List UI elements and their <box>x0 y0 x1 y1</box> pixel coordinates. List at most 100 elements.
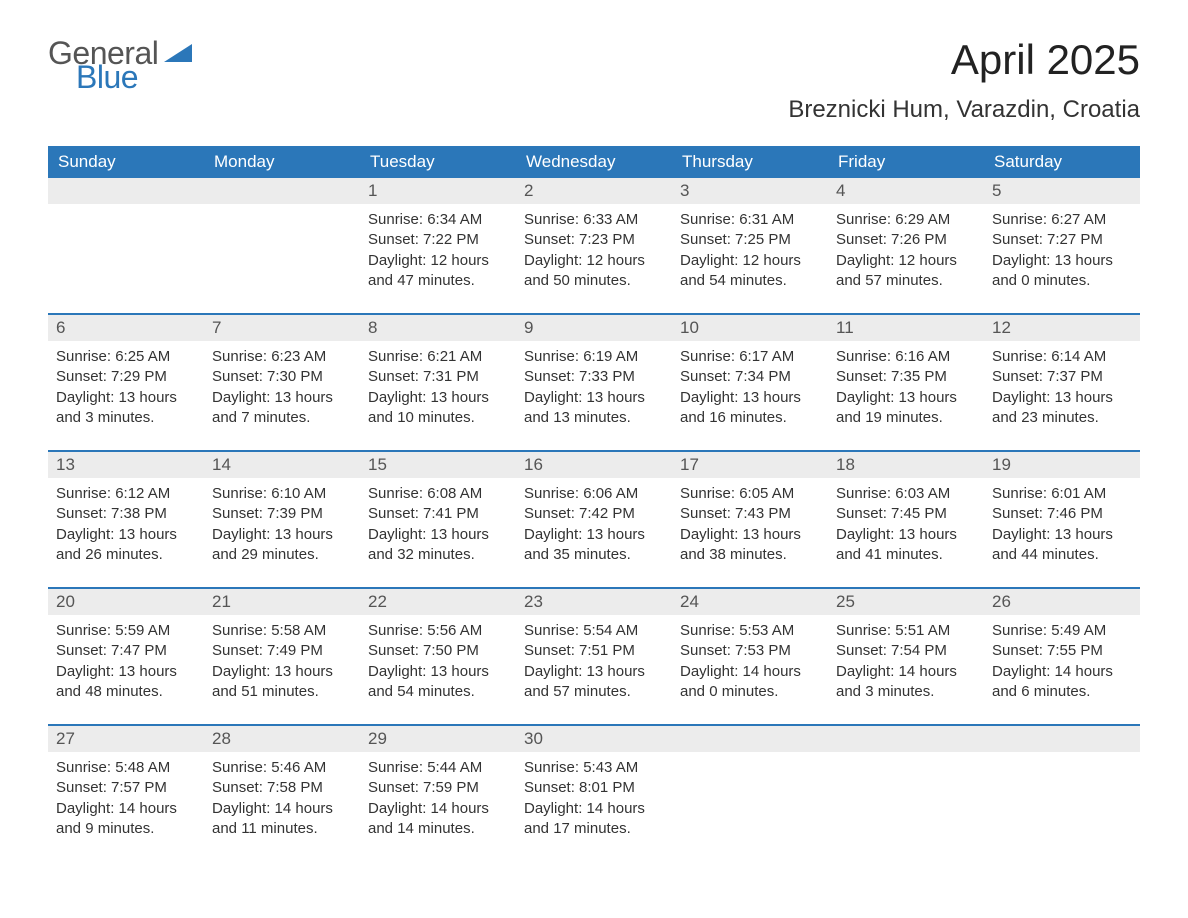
daylight-text: Daylight: 13 hours and 35 minutes. <box>524 525 664 566</box>
daylight-text: Daylight: 13 hours and 38 minutes. <box>680 525 820 566</box>
daylight-text: Daylight: 13 hours and 44 minutes. <box>992 525 1132 566</box>
day-number: 28 <box>204 725 360 752</box>
day-detail: Sunrise: 6:33 AMSunset: 7:23 PMDaylight:… <box>516 204 672 314</box>
sunrise-text: Sunrise: 5:56 AM <box>368 621 508 641</box>
day-number: 16 <box>516 451 672 478</box>
day-detail: Sunrise: 6:19 AMSunset: 7:33 PMDaylight:… <box>516 341 672 451</box>
week-daynum-row: 12345 <box>48 178 1140 204</box>
day-detail: Sunrise: 6:06 AMSunset: 7:42 PMDaylight:… <box>516 478 672 588</box>
sunset-text: Sunset: 7:33 PM <box>524 367 664 387</box>
day-number: 3 <box>672 178 828 204</box>
day-detail: Sunrise: 6:17 AMSunset: 7:34 PMDaylight:… <box>672 341 828 451</box>
day-header: Saturday <box>984 146 1140 178</box>
day-detail: Sunrise: 5:54 AMSunset: 7:51 PMDaylight:… <box>516 615 672 725</box>
day-number: 22 <box>360 588 516 615</box>
sunrise-text: Sunrise: 6:12 AM <box>56 484 196 504</box>
day-number: 18 <box>828 451 984 478</box>
sunset-text: Sunset: 7:50 PM <box>368 641 508 661</box>
day-number: 30 <box>516 725 672 752</box>
day-detail: Sunrise: 5:49 AMSunset: 7:55 PMDaylight:… <box>984 615 1140 725</box>
daylight-text: Daylight: 12 hours and 57 minutes. <box>836 251 976 292</box>
week-daynum-row: 6789101112 <box>48 314 1140 341</box>
week-detail-row: Sunrise: 6:34 AMSunset: 7:22 PMDaylight:… <box>48 204 1140 314</box>
daylight-text: Daylight: 13 hours and 19 minutes. <box>836 388 976 429</box>
daylight-text: Daylight: 14 hours and 3 minutes. <box>836 662 976 703</box>
week-detail-row: Sunrise: 5:59 AMSunset: 7:47 PMDaylight:… <box>48 615 1140 725</box>
location: Breznicki Hum, Varazdin, Croatia <box>788 96 1140 124</box>
daylight-text: Daylight: 14 hours and 9 minutes. <box>56 799 196 840</box>
day-number: 6 <box>48 314 204 341</box>
day-detail: Sunrise: 6:34 AMSunset: 7:22 PMDaylight:… <box>360 204 516 314</box>
day-detail <box>48 204 204 314</box>
day-detail: Sunrise: 5:56 AMSunset: 7:50 PMDaylight:… <box>360 615 516 725</box>
daylight-text: Daylight: 12 hours and 47 minutes. <box>368 251 508 292</box>
sunset-text: Sunset: 7:58 PM <box>212 778 352 798</box>
day-detail <box>828 752 984 860</box>
day-detail: Sunrise: 6:03 AMSunset: 7:45 PMDaylight:… <box>828 478 984 588</box>
week-detail-row: Sunrise: 6:25 AMSunset: 7:29 PMDaylight:… <box>48 341 1140 451</box>
day-number: 11 <box>828 314 984 341</box>
daylight-text: Daylight: 13 hours and 23 minutes. <box>992 388 1132 429</box>
day-detail: Sunrise: 6:23 AMSunset: 7:30 PMDaylight:… <box>204 341 360 451</box>
title-block: April 2025 Breznicki Hum, Varazdin, Croa… <box>788 38 1140 124</box>
sunset-text: Sunset: 7:37 PM <box>992 367 1132 387</box>
day-header: Tuesday <box>360 146 516 178</box>
day-header: Sunday <box>48 146 204 178</box>
sunrise-text: Sunrise: 5:53 AM <box>680 621 820 641</box>
sunset-text: Sunset: 7:57 PM <box>56 778 196 798</box>
day-header-row: Sunday Monday Tuesday Wednesday Thursday… <box>48 146 1140 178</box>
day-number: 26 <box>984 588 1140 615</box>
day-detail: Sunrise: 6:14 AMSunset: 7:37 PMDaylight:… <box>984 341 1140 451</box>
week-daynum-row: 13141516171819 <box>48 451 1140 478</box>
sunrise-text: Sunrise: 5:58 AM <box>212 621 352 641</box>
day-number: 1 <box>360 178 516 204</box>
sunrise-text: Sunrise: 6:34 AM <box>368 210 508 230</box>
week-detail-row: Sunrise: 5:48 AMSunset: 7:57 PMDaylight:… <box>48 752 1140 860</box>
week-detail-row: Sunrise: 6:12 AMSunset: 7:38 PMDaylight:… <box>48 478 1140 588</box>
daylight-text: Daylight: 14 hours and 11 minutes. <box>212 799 352 840</box>
day-detail: Sunrise: 6:10 AMSunset: 7:39 PMDaylight:… <box>204 478 360 588</box>
daylight-text: Daylight: 13 hours and 13 minutes. <box>524 388 664 429</box>
sunrise-text: Sunrise: 6:27 AM <box>992 210 1132 230</box>
sunset-text: Sunset: 7:39 PM <box>212 504 352 524</box>
day-detail: Sunrise: 6:16 AMSunset: 7:35 PMDaylight:… <box>828 341 984 451</box>
day-number: 9 <box>516 314 672 341</box>
day-number <box>204 178 360 204</box>
sunset-text: Sunset: 7:54 PM <box>836 641 976 661</box>
sunset-text: Sunset: 7:38 PM <box>56 504 196 524</box>
daylight-text: Daylight: 14 hours and 14 minutes. <box>368 799 508 840</box>
sunset-text: Sunset: 7:29 PM <box>56 367 196 387</box>
sunrise-text: Sunrise: 5:51 AM <box>836 621 976 641</box>
daylight-text: Daylight: 14 hours and 0 minutes. <box>680 662 820 703</box>
sunset-text: Sunset: 7:35 PM <box>836 367 976 387</box>
day-number <box>984 725 1140 752</box>
sunrise-text: Sunrise: 6:05 AM <box>680 484 820 504</box>
page: General Blue April 2025 Breznicki Hum, V… <box>0 0 1188 918</box>
day-detail: Sunrise: 6:29 AMSunset: 7:26 PMDaylight:… <box>828 204 984 314</box>
sail-icon <box>164 44 192 62</box>
sunrise-text: Sunrise: 6:10 AM <box>212 484 352 504</box>
sunrise-text: Sunrise: 6:19 AM <box>524 347 664 367</box>
sunrise-text: Sunrise: 6:23 AM <box>212 347 352 367</box>
day-number <box>48 178 204 204</box>
daylight-text: Daylight: 13 hours and 10 minutes. <box>368 388 508 429</box>
day-number: 20 <box>48 588 204 615</box>
sunrise-text: Sunrise: 6:17 AM <box>680 347 820 367</box>
day-detail: Sunrise: 5:53 AMSunset: 7:53 PMDaylight:… <box>672 615 828 725</box>
brand-logo: General Blue <box>48 38 192 93</box>
week-daynum-row: 20212223242526 <box>48 588 1140 615</box>
day-number: 14 <box>204 451 360 478</box>
brand-word-2: Blue <box>76 62 192 92</box>
sunset-text: Sunset: 8:01 PM <box>524 778 664 798</box>
daylight-text: Daylight: 13 hours and 54 minutes. <box>368 662 508 703</box>
day-number: 4 <box>828 178 984 204</box>
day-detail <box>204 204 360 314</box>
sunset-text: Sunset: 7:31 PM <box>368 367 508 387</box>
day-detail: Sunrise: 6:25 AMSunset: 7:29 PMDaylight:… <box>48 341 204 451</box>
day-number: 12 <box>984 314 1140 341</box>
day-detail: Sunrise: 6:12 AMSunset: 7:38 PMDaylight:… <box>48 478 204 588</box>
sunrise-text: Sunrise: 6:06 AM <box>524 484 664 504</box>
sunrise-text: Sunrise: 5:46 AM <box>212 758 352 778</box>
daylight-text: Daylight: 13 hours and 26 minutes. <box>56 525 196 566</box>
day-detail <box>672 752 828 860</box>
